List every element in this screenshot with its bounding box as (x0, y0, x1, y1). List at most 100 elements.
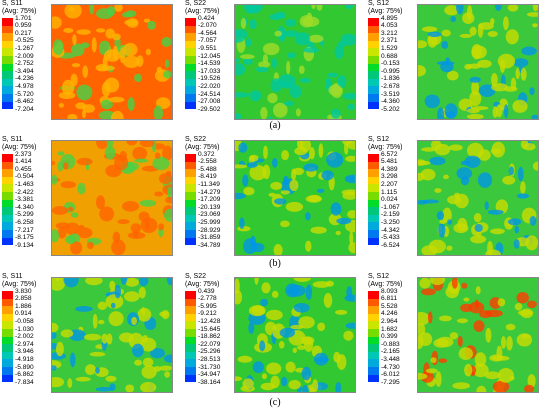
legend-tick-label: -23.069 (198, 211, 221, 219)
legend-tick-label: 4.053 (381, 22, 398, 30)
legend-tick-label: -0.504 (15, 173, 34, 181)
legend-tick-label: -2.422 (15, 188, 34, 196)
legend-tick-label: -3.448 (381, 355, 400, 363)
legend-subtitle: (Avg: 75%) (368, 8, 403, 15)
legend-color-band (185, 161, 196, 170)
legend-color-band (2, 169, 13, 177)
legend-tick-label: -5.488 (198, 165, 217, 173)
legend-color-band (368, 298, 379, 307)
legend-tick-label: -2.778 (198, 295, 217, 303)
legend-tick-label: 6.572 (381, 150, 398, 158)
legend-tick-label: -6.862 (15, 371, 34, 379)
legend-color-band (368, 18, 379, 26)
legend-tick-label: -14.279 (198, 188, 221, 196)
legend-tick-label: -4.918 (15, 355, 34, 363)
legend-tick-label: -7.295 (381, 378, 400, 386)
legend-title: S, S11 (2, 273, 23, 280)
legend-tick-label: 4.389 (381, 165, 398, 173)
legend-tick-label: -2.752 (15, 60, 34, 68)
legend-color-band (2, 291, 13, 299)
legend-tick-label: -5.299 (15, 211, 34, 219)
legend-tick-label: 1.115 (381, 188, 398, 196)
legend-color-band (2, 237, 13, 246)
legend-color-band (2, 313, 13, 322)
legend-tick-label: -31.730 (198, 363, 221, 371)
legend-color-band (2, 25, 13, 34)
legend-color-band (368, 306, 379, 314)
legend-color-band (185, 154, 196, 162)
legend-color-band (185, 25, 196, 34)
legend-color-band (185, 176, 196, 185)
legend-color-band (185, 71, 196, 79)
legend-color-band (185, 336, 196, 345)
stress-field-image (418, 141, 538, 255)
legend-color-band (185, 192, 196, 200)
legend-tick-label: -20.139 (198, 203, 221, 211)
legend-color-band (368, 184, 379, 192)
legend-color-band (185, 86, 196, 94)
legend-color-band (368, 154, 379, 162)
legend-color-band (2, 336, 13, 345)
legend-color-band (368, 291, 379, 299)
legend-subtitle: (Avg: 75%) (2, 144, 37, 151)
stress-contour-map (234, 4, 356, 120)
stress-contour-map (417, 277, 539, 393)
legend-color-band (368, 359, 379, 367)
legend-title: S, S22 (185, 273, 207, 280)
legend-color-band (368, 78, 379, 87)
legend-tick-label: -5.995 (198, 302, 217, 310)
legend-tick-label: -2.678 (381, 82, 400, 90)
panel-b-s12: S, S12 (Avg: 75%) 6.572 5.481 4.389 3.298 2.20… (366, 136, 549, 256)
legend-color-band (2, 374, 13, 383)
legend-tick-label: 0.455 (15, 165, 32, 173)
legend-color-band (2, 344, 13, 352)
legend-title: S, S22 (185, 0, 207, 7)
legend-tick-label: -18.862 (198, 333, 221, 341)
legend-title: S, S22 (185, 136, 207, 143)
legend-tick-label: 1.529 (381, 44, 398, 52)
legend-tick-label: -5.720 (15, 90, 34, 98)
stress-contour-map (417, 140, 539, 256)
legend-tick-label: 3.212 (381, 29, 398, 37)
legend-color-band (2, 321, 13, 329)
panel-a-s11: S, S11 (Avg: 75%) 1.701 0.959 0.217 -0.525 -1.… (0, 0, 183, 120)
row-label-b: (b) (269, 258, 281, 269)
legend-color-band (185, 214, 196, 223)
legend-tick-label: -1.267 (15, 44, 34, 52)
legend-title: S, S12 (368, 0, 390, 7)
legend-color-band (2, 71, 13, 79)
legend-tick-label: -2.159 (381, 211, 400, 219)
legend-color-band (368, 367, 379, 375)
legend-tick-label: -1.067 (381, 203, 400, 211)
legend-color-band (185, 101, 196, 110)
panel-c-s12: S, S12 (Avg: 75%) 8.093 6.811 5.528 4.246 2.96… (366, 273, 549, 393)
legend-tick-label: 3.830 (15, 287, 32, 295)
legend-color-band (368, 40, 379, 49)
legend-tick-label: -19.526 (198, 75, 221, 83)
legend-tick-label: 4.246 (381, 310, 398, 318)
legend-tick-label: -17.209 (198, 196, 221, 204)
legend-tick-label: 2.371 (381, 37, 398, 45)
legend-tick-label: -3.381 (15, 196, 34, 204)
legend-color-band (185, 56, 196, 64)
legend: S, S12 (Avg: 75%) 4.895 4.053 3.212 2.371 1.52… (368, 0, 416, 113)
legend-color-band (368, 344, 379, 352)
legend-tick-label: -3.519 (381, 90, 400, 98)
legend-color-band (368, 86, 379, 94)
legend: S, S22 (Avg: 75%) 0.439 -2.778 -5.995 -9.212-… (185, 273, 233, 386)
legend-color-band (185, 329, 196, 337)
legend-color-band (2, 94, 13, 102)
legend-color-band (185, 33, 196, 41)
legend-tick-label: -3.250 (381, 218, 400, 226)
legend-color-band (2, 56, 13, 64)
legend: S, S22 (Avg: 75%) 0.424 -2.070 -4.564 -7.057-… (185, 0, 233, 113)
legend-tick-label: -1.836 (381, 75, 400, 83)
legend-color-band (368, 351, 379, 360)
legend-tick-label: -3.946 (15, 348, 34, 356)
legend-tick-label: 2.858 (15, 295, 32, 303)
stress-contour-map (51, 140, 173, 256)
legend-tick-label: -7.217 (15, 226, 34, 234)
legend-color-band (185, 374, 196, 383)
legend-tick-label: -29.502 (198, 105, 221, 113)
legend-color-band (185, 359, 196, 367)
